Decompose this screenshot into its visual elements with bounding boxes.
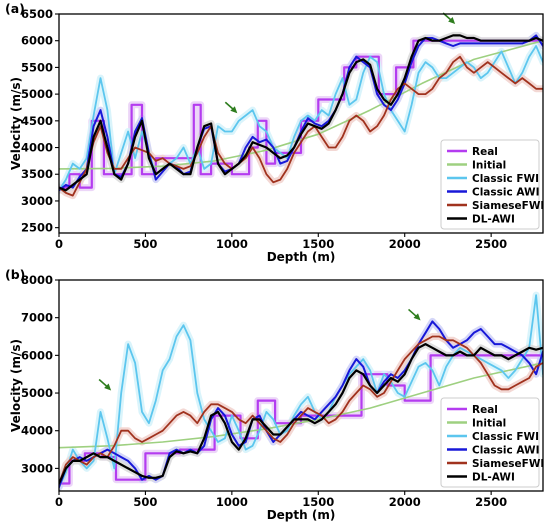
x-tick-label: 1000	[216, 237, 248, 251]
series-line-siamesefwi	[59, 55, 543, 197]
axes-frame	[58, 279, 544, 492]
panel-label: (b)	[5, 267, 25, 282]
legend-entry: Classic FWI	[472, 173, 539, 185]
series-line-classic-fwi	[59, 294, 543, 489]
x-tick-label: 1000	[216, 495, 248, 509]
panel-a: 0 500 1000 1500 2000 2500 2500 3000 3500 4000 4500…	[5, 1, 544, 264]
y-tick-label: 3000	[21, 461, 53, 475]
x-axis-label: Depth (m)	[267, 250, 336, 264]
series-line-siamesefwi	[59, 335, 543, 485]
legend-entry: Classic AWI	[472, 187, 540, 199]
y-axis-label: Velocity (m/s)	[9, 339, 23, 432]
legend-entry: DL-AWI	[472, 214, 515, 226]
y-tick-label: 4000	[21, 424, 53, 438]
annotation-arrow-head	[448, 17, 456, 25]
x-tick-label: 500	[133, 237, 157, 251]
x-tick-label: 2000	[389, 237, 421, 251]
axes-frame	[58, 13, 544, 234]
legend-entry: DL-AWI	[472, 472, 515, 484]
x-tick-label: 1500	[302, 237, 334, 251]
y-tick-label: 8000	[21, 273, 53, 287]
series-line-dl-awi	[59, 34, 543, 192]
y-axis-label: Velocity (m/s)	[9, 77, 23, 170]
y-tick-label: 4000	[21, 141, 53, 155]
x-tick-label: 0	[55, 495, 63, 509]
y-tick-label: 5500	[21, 60, 53, 74]
series-line-real	[59, 39, 543, 189]
x-axis-label: Depth (m)	[267, 508, 336, 522]
y-tick-label: 6000	[21, 34, 53, 48]
legend-entry: SiameseFWI	[472, 200, 544, 212]
x-tick-label: 2000	[389, 495, 421, 509]
series-group	[59, 291, 543, 491]
y-tick-label: 2500	[21, 221, 53, 235]
legend-frame	[440, 397, 540, 488]
series-line-classic-fwi	[59, 45, 543, 192]
x-tick-label: 2500	[475, 237, 507, 251]
legend-entry: Initial	[472, 160, 506, 172]
y-tick-label: 5000	[21, 386, 53, 400]
panel-label: (a)	[5, 1, 25, 16]
y-tick-label: 6000	[21, 348, 53, 362]
y-tick-label: 6500	[21, 7, 53, 21]
x-tick-label: 1500	[302, 495, 334, 509]
series-group	[59, 31, 543, 200]
x-tick-label: 500	[133, 495, 157, 509]
annotation-arrow-head	[104, 383, 112, 391]
legend-entry: Initial	[472, 418, 506, 430]
x-tick-label: 2500	[475, 495, 507, 509]
series-line-initial	[59, 362, 543, 449]
legend-entry: Real	[472, 404, 498, 416]
legend-entry: Classic AWI	[472, 445, 540, 457]
y-tick-label: 3000	[21, 194, 53, 208]
legend-entry: Real	[472, 146, 498, 158]
panel-b: 0 500 1000 1500 2000 2500 3000 4000 5000 6000 7000…	[5, 267, 544, 522]
y-tick-label: 4500	[21, 114, 53, 128]
legend-entry: SiameseFWI	[472, 458, 544, 470]
annotation-arrow-head	[230, 106, 238, 114]
y-tick-label: 5000	[21, 87, 53, 101]
series-line-classic-awi	[59, 34, 543, 192]
y-tick-label: 3500	[21, 167, 53, 181]
y-tick-label: 7000	[21, 311, 53, 325]
series-line-classic-awi	[59, 320, 543, 489]
legend-entry: Classic FWI	[472, 431, 539, 443]
series-line-dl-awi	[59, 343, 543, 485]
x-tick-label: 0	[55, 237, 63, 251]
annotation-arrow-head	[413, 313, 421, 321]
legend-frame	[440, 139, 540, 230]
